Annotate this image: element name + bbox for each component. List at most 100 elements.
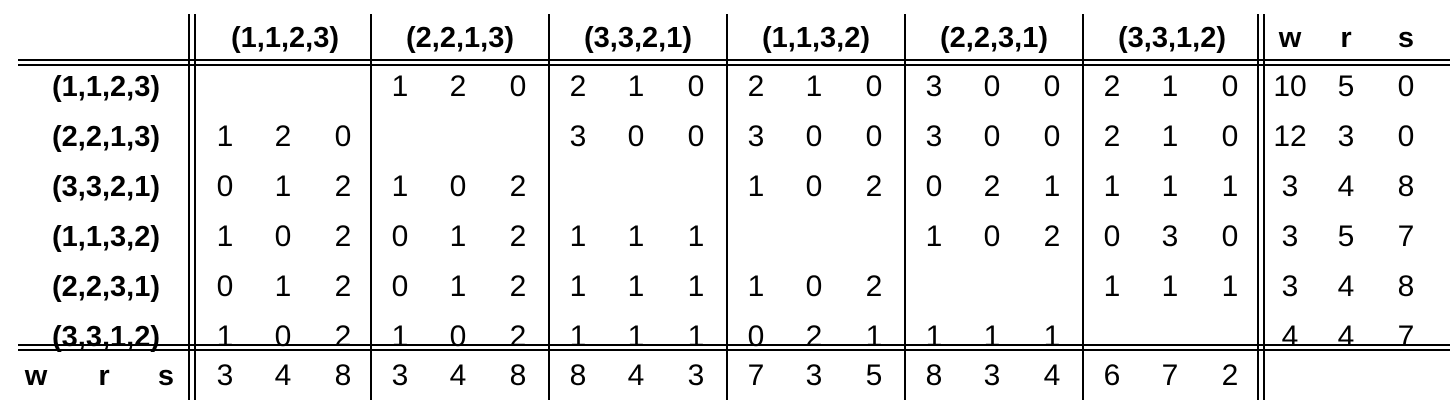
table-cell: 0: [687, 120, 705, 153]
footer-cell: 8: [925, 359, 943, 392]
table-cell: 0: [627, 120, 645, 153]
table-cell: 1: [1103, 170, 1121, 203]
row-summary-cell: 0: [1397, 120, 1415, 153]
table-cell: 1: [1161, 270, 1179, 303]
table-cell: 2: [334, 220, 352, 253]
table-cell: 1: [391, 70, 409, 103]
row-summary-cell: 8: [1397, 270, 1415, 303]
table-cell: 0: [983, 220, 1001, 253]
column-group-header: (2,2,3,1): [940, 22, 1048, 54]
table-cell: 1: [1161, 120, 1179, 153]
table-cell: 1: [687, 270, 705, 303]
table-cell: 2: [1043, 220, 1061, 253]
table-cell: 1: [1103, 270, 1121, 303]
group-divider-3: [726, 14, 728, 400]
footer-cell: 4: [627, 359, 645, 392]
table-cell: 1: [449, 220, 467, 253]
footer-cell: 3: [805, 359, 823, 392]
row-label: (1,1,3,2): [52, 221, 160, 253]
row-summary-cell: 7: [1397, 220, 1415, 253]
table-cell: 1: [925, 220, 943, 253]
table-cell: 0: [865, 70, 883, 103]
table-cell: 0: [274, 220, 292, 253]
table-cell: 0: [925, 170, 943, 203]
table-cell: 2: [334, 270, 352, 303]
footer-cell: 3: [687, 359, 705, 392]
row-summary-cell: 3: [1281, 220, 1299, 253]
table-cell: 1: [391, 170, 409, 203]
column-group-header: (3,3,1,2): [1118, 22, 1226, 54]
table-cell: 0: [1043, 120, 1061, 153]
table-cell: 1: [627, 70, 645, 103]
row-summary-cell: 4: [1337, 170, 1355, 203]
table-cell: 3: [925, 120, 943, 153]
row-summary-cell: 5: [1337, 70, 1355, 103]
footer-cell: 5: [865, 359, 883, 392]
table-cell: 0: [805, 170, 823, 203]
footer-label-w: w: [24, 360, 48, 392]
table-cell: 2: [449, 70, 467, 103]
footer-cell: 3: [983, 359, 1001, 392]
footer-label-s: s: [157, 360, 175, 392]
table-cell: 0: [983, 70, 1001, 103]
table-cell: 2: [569, 70, 587, 103]
label-divider-left: [188, 14, 190, 400]
table-cell: 2: [983, 170, 1001, 203]
footer-cell: 4: [449, 359, 467, 392]
table-cell: 2: [865, 170, 883, 203]
footer-cell: 6: [1103, 359, 1121, 392]
footer-rule-bottom: [18, 349, 1450, 351]
table-cell: 3: [1161, 220, 1179, 253]
row-summary-cell: 4: [1281, 320, 1299, 353]
table-cell: 2: [1103, 120, 1121, 153]
summary-header-r: r: [1340, 22, 1352, 54]
footer-label-r: r: [98, 360, 110, 392]
table-cell: 1: [1161, 170, 1179, 203]
row-label: (1,1,2,3): [52, 71, 160, 103]
column-group-header: (1,1,3,2): [762, 22, 870, 54]
table-cell: 0: [1221, 70, 1239, 103]
row-label: (3,3,1,2): [52, 321, 160, 353]
summary-header-w: w: [1278, 22, 1302, 54]
table-cell: 0: [1221, 120, 1239, 153]
table-cell: 1: [687, 220, 705, 253]
table-cell: 0: [216, 170, 234, 203]
footer-cell: 4: [274, 359, 292, 392]
table-cell: 0: [865, 120, 883, 153]
table-cell: 1: [274, 170, 292, 203]
footer-cell: 3: [216, 359, 234, 392]
table-cell: 1: [569, 220, 587, 253]
row-summary-cell: 8: [1397, 170, 1415, 203]
table-cell: 1: [216, 120, 234, 153]
summary-header-s: s: [1397, 22, 1415, 54]
table-cell: 0: [391, 220, 409, 253]
table-cell: 3: [925, 70, 943, 103]
footer-cell: 4: [1043, 359, 1061, 392]
table-cell: 2: [274, 120, 292, 153]
row-summary-cell: 4: [1337, 320, 1355, 353]
table-cell: 0: [1103, 220, 1121, 253]
footer-cell: 8: [509, 359, 527, 392]
table-cell: 1: [1221, 270, 1239, 303]
row-label: (2,2,1,3): [52, 121, 160, 153]
table-cell: 1: [569, 270, 587, 303]
summary-divider-right: [1263, 14, 1265, 400]
table-cell: 0: [334, 120, 352, 153]
table-cell: 1: [627, 220, 645, 253]
row-summary-cell: 10: [1273, 70, 1307, 103]
table-cell: 0: [509, 70, 527, 103]
row-label: (3,3,2,1): [52, 171, 160, 203]
row-summary-cell: 12: [1273, 120, 1307, 153]
table-cell: 0: [1221, 220, 1239, 253]
header-rule-top: [18, 59, 1450, 61]
footer-rule-top: [18, 344, 1450, 346]
footer-cell: 8: [569, 359, 587, 392]
table-cell: 1: [449, 270, 467, 303]
table-cell: 1: [1221, 170, 1239, 203]
row-summary-cell: 3: [1281, 170, 1299, 203]
table-cell: 1: [747, 170, 765, 203]
table-cell: 2: [865, 270, 883, 303]
group-divider-5: [1082, 14, 1084, 400]
row-summary-cell: 0: [1397, 70, 1415, 103]
